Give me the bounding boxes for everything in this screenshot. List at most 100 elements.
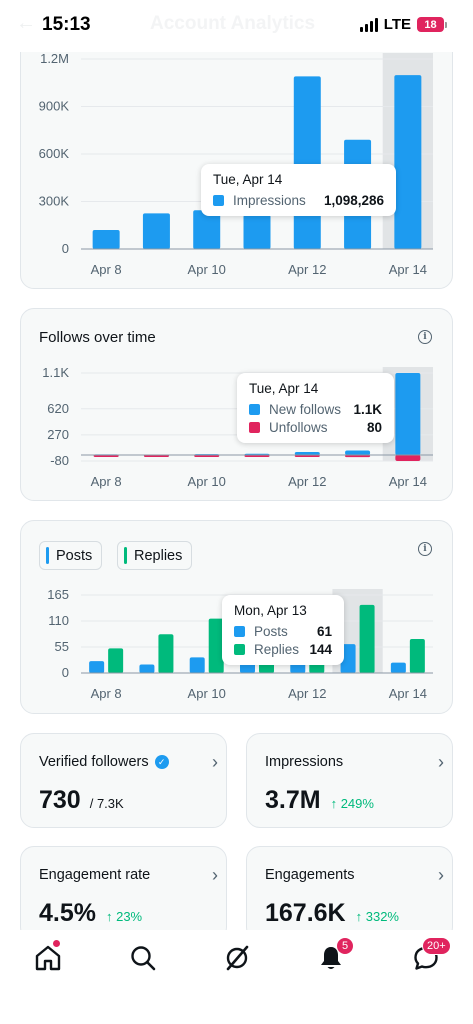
replies-toggle[interactable]: Replies: [117, 541, 193, 570]
chevron-right-icon: ›: [438, 752, 444, 772]
tooltip-date: Tue, Apr 14: [213, 172, 283, 187]
chart-bar: [243, 214, 271, 249]
chart-bar: [340, 644, 356, 673]
x-tick-label: Apr 12: [288, 262, 326, 277]
stat-value: 730: [39, 786, 81, 814]
x-tick-label: Apr 14: [389, 262, 427, 277]
status-bar: ← Account Analytics 15:13 LTE 18: [0, 0, 473, 52]
chart-bar: [294, 452, 320, 456]
chart-bar: [208, 618, 224, 673]
x-tick-label: Apr 10: [188, 474, 226, 489]
y-tick-label: 1.2M: [40, 51, 69, 66]
y-tick-label: 0: [62, 665, 69, 680]
tooltip-date: Tue, Apr 14: [249, 381, 319, 396]
chart-bar: [394, 75, 422, 249]
messages-icon[interactable]: [411, 943, 441, 973]
y-tick-label: 0: [62, 241, 69, 256]
chart-bar: [193, 210, 221, 249]
y-tick-label: 1.1K: [42, 365, 69, 380]
chart-bar: [293, 76, 321, 249]
tooltip-value: 144: [309, 642, 332, 657]
posts-toggle[interactable]: Posts: [39, 541, 103, 570]
chart-bar: [390, 662, 406, 673]
x-tick-label: Apr 8: [91, 262, 122, 277]
stat-value: 4.5%: [39, 899, 96, 927]
posts-tooltip: Mon, Apr 13 Posts 61 Replies 144: [222, 595, 344, 665]
tooltip-value: 61: [316, 624, 332, 639]
tooltip-label: Unfollows: [269, 420, 328, 435]
grok-icon[interactable]: [222, 943, 252, 973]
tooltip-value: 1,098,286: [323, 193, 384, 208]
tooltip-label: Impressions: [233, 193, 306, 208]
impressions-swatch: [213, 195, 224, 206]
home-unread-dot: [53, 940, 60, 947]
stat-label: Impressions: [265, 754, 344, 770]
stat-sub: / 7.3K: [89, 796, 124, 811]
verified-followers-card[interactable]: Verified followers ✓ › 730 / 7.3K: [20, 733, 227, 828]
info-icon[interactable]: i: [418, 330, 432, 344]
engagements-card[interactable]: Engagements › 167.6K ↑ 332%: [246, 846, 453, 941]
follows-tooltip: Tue, Apr 14 New follows 1.1K Unfollows 8…: [237, 373, 394, 443]
impressions-stat-card[interactable]: Impressions › 3.7M ↑ 249%: [246, 733, 453, 828]
chevron-right-icon: ›: [212, 752, 218, 772]
y-tick-label: 900K: [39, 99, 70, 114]
impressions-chart[interactable]: 1.2M 900K 600K 300K 0 Apr 8 Apr 10 Apr 12 Apr 14: [21, 31, 454, 290]
chart-bar: [359, 604, 375, 673]
page-title: Account Analytics: [150, 13, 316, 34]
notifications-bell-icon[interactable]: [316, 943, 346, 973]
chart-bar: [139, 664, 155, 673]
engagement-rate-card[interactable]: Engagement rate › 4.5% ↑ 23%: [20, 846, 227, 941]
network-type: LTE: [383, 16, 411, 33]
x-tick-label: Apr 10: [188, 686, 226, 701]
follows-card-title: Follows over time: [39, 329, 156, 346]
chart-bar: [189, 657, 205, 673]
chart-bar: [89, 661, 105, 673]
search-icon[interactable]: [128, 943, 158, 973]
x-tick-label: Apr 14: [389, 474, 427, 489]
bottom-nav: 5 20+: [0, 930, 473, 1024]
notifications-badge: 5: [336, 937, 354, 955]
posts-color-bar: [46, 547, 49, 564]
y-tick-label: 110: [48, 613, 69, 628]
stat-delta: ↑ 332%: [355, 909, 399, 924]
chart-bar: [395, 373, 421, 456]
x-tick-label: Apr 14: [389, 686, 427, 701]
replies-color-bar: [124, 547, 127, 564]
chart-bar: [395, 455, 421, 461]
info-icon[interactable]: i: [418, 542, 432, 556]
verified-badge-icon: ✓: [154, 755, 169, 769]
chart-bar: [345, 450, 371, 456]
stat-label: Verified followers: [39, 754, 149, 770]
x-tick-label: Apr 8: [91, 474, 122, 489]
tooltip-label: Posts: [254, 624, 288, 639]
chart-bar: [108, 648, 124, 673]
chart-bar: [158, 634, 174, 673]
stat-label: Engagement rate: [39, 867, 151, 883]
battery-level: 18: [417, 17, 444, 32]
x-tick-label: Apr 10: [188, 262, 226, 277]
posts-toggle-label: Posts: [56, 547, 93, 564]
chart-bar: [345, 455, 371, 458]
home-icon[interactable]: [33, 943, 63, 973]
stat-delta: ↑ 23%: [105, 909, 143, 924]
y-tick-label: -80: [50, 453, 69, 468]
status-time: 15:13: [42, 14, 91, 35]
back-arrow-icon[interactable]: ←: [16, 12, 36, 34]
replies-toggle-label: Replies: [134, 547, 183, 564]
stat-value: 3.7M: [265, 786, 321, 814]
tooltip-value: 1.1K: [353, 402, 382, 417]
y-tick-label: 55: [55, 639, 69, 654]
tooltip-label: New follows: [269, 402, 342, 417]
battery-icon: 18: [417, 17, 447, 32]
posts-swatch: [234, 626, 245, 637]
chart-bar: [142, 213, 170, 249]
unfollows-swatch: [249, 422, 260, 433]
stat-value: 167.6K: [265, 899, 346, 927]
chart-bar: [92, 230, 120, 249]
replies-swatch: [234, 644, 245, 655]
tooltip-date: Mon, Apr 13: [234, 603, 307, 618]
chevron-right-icon: ›: [212, 865, 218, 885]
signal-icon: [359, 17, 378, 32]
messages-badge: 20+: [422, 937, 451, 955]
y-tick-label: 165: [47, 587, 69, 602]
